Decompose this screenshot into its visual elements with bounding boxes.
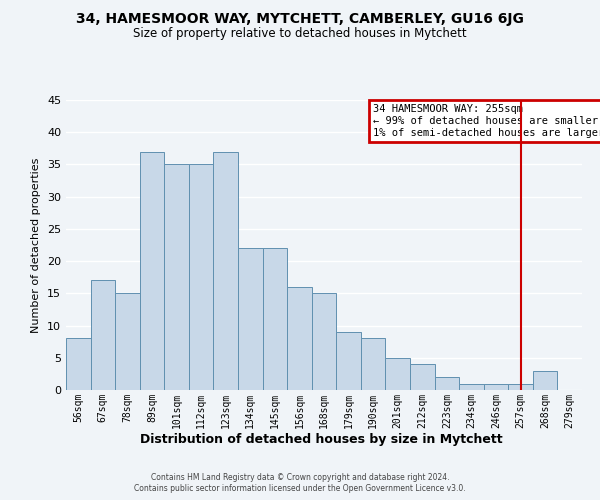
Text: Contains HM Land Registry data © Crown copyright and database right 2024.: Contains HM Land Registry data © Crown c… bbox=[151, 472, 449, 482]
Bar bbox=[164, 164, 189, 390]
Text: Size of property relative to detached houses in Mytchett: Size of property relative to detached ho… bbox=[133, 28, 467, 40]
Text: 34 HAMESMOOR WAY: 255sqm
← 99% of detached houses are smaller (288)
1% of semi-d: 34 HAMESMOOR WAY: 255sqm ← 99% of detach… bbox=[373, 104, 600, 138]
Bar bbox=[189, 164, 214, 390]
Bar bbox=[214, 152, 238, 390]
Bar bbox=[312, 294, 336, 390]
Bar bbox=[287, 287, 312, 390]
Bar bbox=[66, 338, 91, 390]
Bar bbox=[238, 248, 263, 390]
Bar bbox=[140, 152, 164, 390]
Bar bbox=[361, 338, 385, 390]
Text: 34, HAMESMOOR WAY, MYTCHETT, CAMBERLEY, GU16 6JG: 34, HAMESMOOR WAY, MYTCHETT, CAMBERLEY, … bbox=[76, 12, 524, 26]
Bar bbox=[434, 377, 459, 390]
Bar bbox=[336, 332, 361, 390]
Text: Distribution of detached houses by size in Mytchett: Distribution of detached houses by size … bbox=[140, 432, 502, 446]
Text: Contains public sector information licensed under the Open Government Licence v3: Contains public sector information licen… bbox=[134, 484, 466, 493]
Bar bbox=[263, 248, 287, 390]
Bar bbox=[484, 384, 508, 390]
Bar bbox=[508, 384, 533, 390]
Bar bbox=[385, 358, 410, 390]
Y-axis label: Number of detached properties: Number of detached properties bbox=[31, 158, 41, 332]
Bar bbox=[410, 364, 434, 390]
Bar bbox=[91, 280, 115, 390]
Bar bbox=[115, 294, 140, 390]
Bar bbox=[459, 384, 484, 390]
Bar bbox=[533, 370, 557, 390]
